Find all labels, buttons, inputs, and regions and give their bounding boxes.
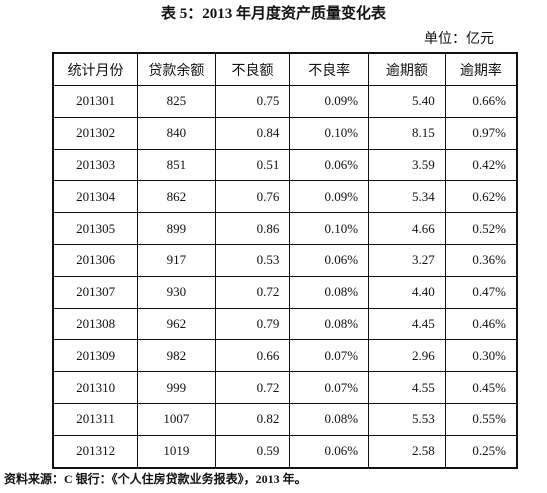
column-header: 统计月份 [52,52,139,86]
table-cell: 201308 [52,307,139,341]
table-cell: 201306 [52,243,139,277]
table-row: 201311 1007 0.82 0.08% 5.53 0.55% [52,402,518,436]
table-cell: 0.47% [444,275,518,309]
table-cell: 0.36% [444,243,518,277]
table-cell: 982 [137,339,216,373]
column-header: 不良率 [289,52,370,86]
table-cell: 201302 [52,116,139,150]
table-row: 201303 851 0.51 0.06% 3.59 0.42% [52,148,518,182]
table-cell: 2.96 [368,339,446,373]
table-cell: 4.45 [368,307,446,341]
table-cell: 5.40 [368,85,446,118]
table-cell: 0.66% [444,85,518,118]
table-cell: 201303 [52,148,139,182]
table-cell: 0.72 [214,371,291,404]
table-cell: 0.09% [289,85,370,118]
table-cell: 0.97% [444,116,518,150]
table-cell: 917 [137,243,216,277]
table-cell: 0.10% [289,116,370,150]
table-cell: 8.15 [368,116,446,150]
table-row: 201305 899 0.86 0.10% 4.66 0.52% [52,212,518,245]
table-cell: 840 [137,116,216,150]
table-cell: 0.79 [214,307,291,341]
table-row: 201310 999 0.72 0.07% 4.55 0.45% [52,371,518,404]
table-cell: 0.82 [214,402,291,436]
table-cell: 0.76 [214,180,291,214]
source-note: 资料来源：C 银行：《个人住房贷款业务报表》，2013 年。 [4,472,307,486]
table-cell: 0.06% [289,148,370,182]
table-cell: 0.46% [444,307,518,341]
table-cell: 0.07% [289,339,370,373]
table-cell: 0.25% [444,434,518,469]
table-cell: 862 [137,180,216,214]
table-cell: 0.06% [289,434,370,469]
table-row: 201304 862 0.76 0.09% 5.34 0.62% [52,180,518,214]
table-row: 201312 1019 0.59 0.06% 2.58 0.25% [52,434,518,469]
column-header: 不良额 [214,52,291,86]
table-cell: 201309 [52,339,139,373]
table-cell: 0.52% [444,212,518,245]
table-cell: 4.55 [368,371,446,404]
table-cell: 5.34 [368,180,446,214]
table-cell: 5.53 [368,402,446,436]
column-header: 逾期额 [368,52,446,86]
table-cell: 2.58 [368,434,446,469]
table-cell: 0.86 [214,212,291,245]
header-row: 统计月份 贷款余额 不良额 不良率 逾期额 逾期率 [52,52,518,86]
table-cell: 0.08% [289,307,370,341]
table-cell: 201301 [52,85,139,118]
table-cell: 0.66 [214,339,291,373]
table-cell: 962 [137,307,216,341]
table-cell: 0.10% [289,212,370,245]
table-row: 201302 840 0.84 0.10% 8.15 0.97% [52,116,518,150]
table-cell: 999 [137,371,216,404]
table-cell: 0.62% [444,180,518,214]
table-cell: 0.08% [289,275,370,309]
table-cell: 930 [137,275,216,309]
table-row: 201309 982 0.66 0.07% 2.96 0.30% [52,339,518,373]
table-cell: 0.42% [444,148,518,182]
table-cell: 825 [137,85,216,118]
column-header: 贷款余额 [137,52,216,86]
table-cell: 0.59 [214,434,291,469]
data-table: 统计月份 贷款余额 不良额 不良率 逾期额 逾期率 201301 825 0.75 0.09% 5… [52,52,518,469]
table-row: 201308 962 0.79 0.08% 4.45 0.46% [52,307,518,341]
table-cell: 3.59 [368,148,446,182]
table-cell: 0.09% [289,180,370,214]
table-row: 201307 930 0.72 0.08% 4.40 0.47% [52,275,518,309]
table-cell: 0.45% [444,371,518,404]
table-cell: 201304 [52,180,139,214]
table-cell: 1019 [137,434,216,469]
table-cell: 899 [137,212,216,245]
table-cell: 3.27 [368,243,446,277]
table-cell: 0.84 [214,116,291,150]
table-cell: 0.30% [444,339,518,373]
table-cell: 4.66 [368,212,446,245]
column-header: 逾期率 [444,52,518,86]
table-cell: 0.55% [444,402,518,436]
table-cell: 201305 [52,212,139,245]
table-title: 表 5：2013 年月度资产质量变化表 [160,6,386,22]
table-body: 201301 825 0.75 0.09% 5.40 0.66% 201302 840 0.84… [52,85,518,469]
table-cell: 0.08% [289,402,370,436]
table-cell: 0.07% [289,371,370,404]
table-cell: 1007 [137,402,216,436]
table-cell: 0.75 [214,85,291,118]
table-row: 201301 825 0.75 0.09% 5.40 0.66% [52,85,518,118]
table-cell: 851 [137,148,216,182]
table-cell: 201311 [52,402,139,436]
table-cell: 4.40 [368,275,446,309]
table-cell: 0.53 [214,243,291,277]
table-cell: 0.51 [214,148,291,182]
table-cell: 201312 [52,434,139,469]
table-row: 201306 917 0.53 0.06% 3.27 0.36% [52,243,518,277]
table-cell: 201310 [52,371,139,404]
table-cell: 0.72 [214,275,291,309]
unit-label: 单位：亿元 [424,32,494,47]
table-cell: 0.06% [289,243,370,277]
table-cell: 201307 [52,275,139,309]
